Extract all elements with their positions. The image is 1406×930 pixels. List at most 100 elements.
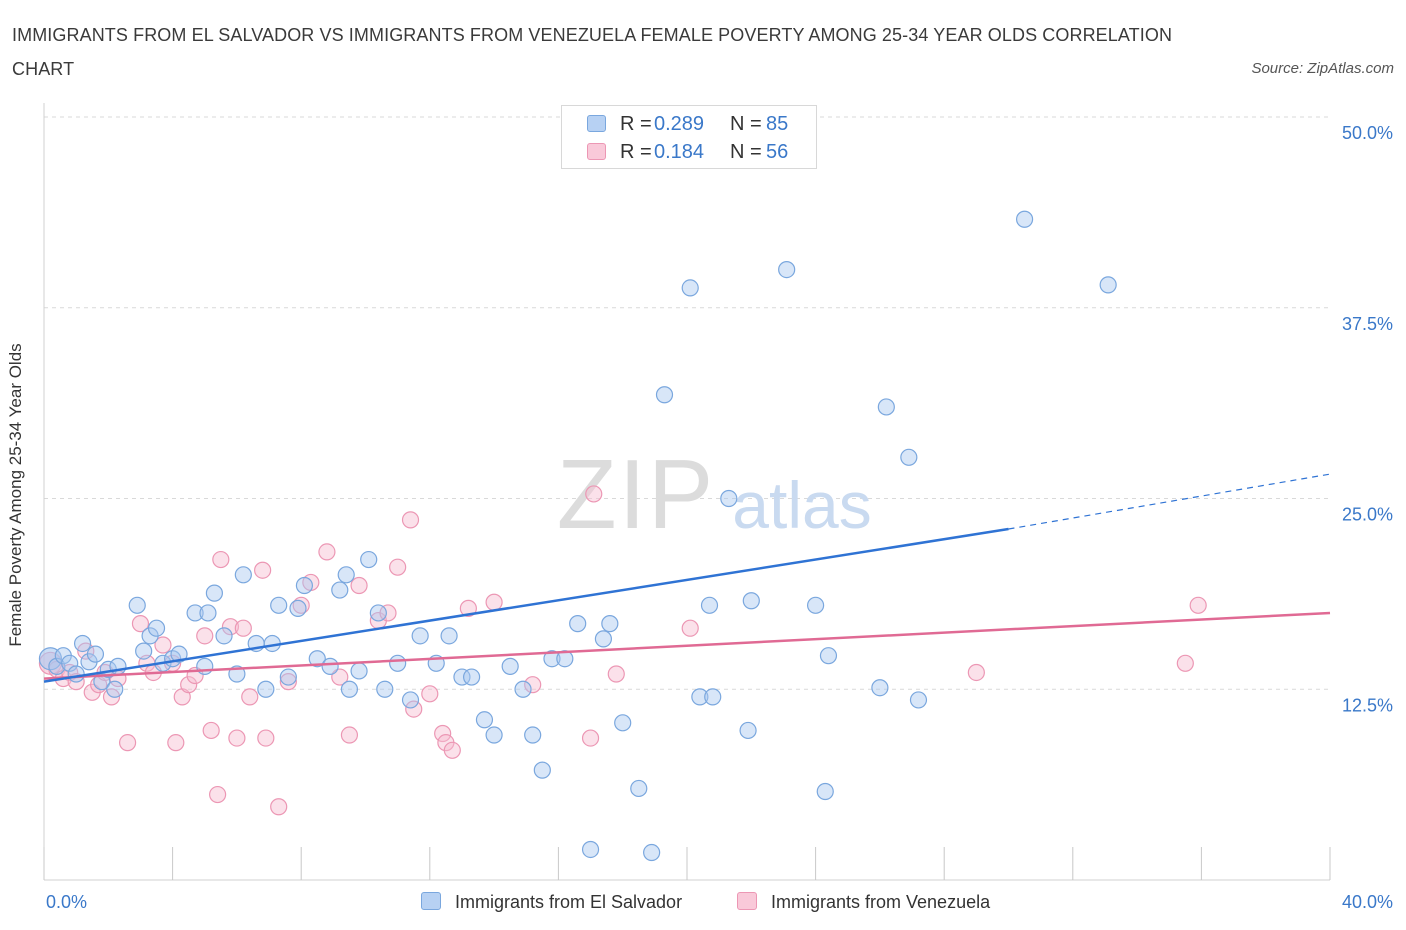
- data-point: [61, 654, 79, 672]
- data-point: [167, 734, 185, 752]
- data-point: [778, 261, 796, 279]
- data-point: [196, 627, 214, 645]
- data-point: [485, 726, 503, 744]
- stats-legend: R = 0.289 N = 85 R = 0.184 N = 56: [561, 105, 817, 169]
- data-point: [443, 741, 461, 759]
- y-tick-label: 12.5%: [1342, 695, 1393, 715]
- data-point: [411, 627, 429, 645]
- data-point: [279, 673, 297, 691]
- data-point: [434, 724, 452, 743]
- data-point: [739, 721, 757, 740]
- data-point: [73, 634, 92, 653]
- data-point: [331, 581, 349, 599]
- data-point: [289, 599, 307, 617]
- data-point: [234, 566, 252, 584]
- data-point: [720, 489, 738, 508]
- data-point: [681, 279, 699, 297]
- data-point: [308, 650, 326, 668]
- data-point: [147, 619, 166, 637]
- data-point: [806, 596, 825, 614]
- data-point: [321, 657, 339, 675]
- data-point: [154, 636, 172, 654]
- data-point: [742, 592, 760, 610]
- data-point: [209, 785, 227, 804]
- chart-title: IMMIGRANTS FROM EL SALVADOR VS IMMIGRANT…: [12, 25, 1173, 79]
- data-point: [967, 663, 985, 682]
- watermark: ZIP atlas: [557, 439, 872, 549]
- data-point: [295, 576, 314, 595]
- n-value: 56: [766, 141, 789, 163]
- data-point: [607, 665, 625, 683]
- data-point: [48, 657, 66, 675]
- series-venezuela-points: [38, 485, 1207, 816]
- data-point: [819, 647, 838, 665]
- data-point: [614, 714, 632, 732]
- venezuela-swatch: [587, 143, 606, 160]
- watermark-zip: ZIP: [557, 439, 715, 549]
- n-label: N =: [730, 113, 762, 135]
- stats-row-el-salvador: R = 0.289 N = 85: [562, 110, 816, 138]
- data-point: [340, 726, 359, 744]
- r-value: 0.184: [654, 141, 705, 163]
- data-point: [221, 618, 240, 636]
- watermark-atlas: atlas: [732, 468, 871, 542]
- data-point: [594, 630, 613, 648]
- data-point: [569, 615, 587, 633]
- tick-labels: 12.5% 25.0% 37.5% 50.0% 0.0% 40.0%: [46, 123, 1393, 912]
- legend-label: Immigrants from Venezuela: [771, 892, 991, 912]
- data-point: [1099, 276, 1117, 294]
- data-point: [270, 798, 288, 816]
- legend-label: Immigrants from El Salvador: [455, 892, 683, 912]
- data-point: [871, 679, 889, 697]
- data-point: [270, 596, 288, 614]
- data-point: [681, 619, 699, 637]
- data-point: [196, 657, 214, 675]
- data-point: [254, 561, 272, 579]
- data-point: [601, 615, 619, 633]
- data-point: [215, 627, 233, 645]
- el-salvador-swatch: [421, 892, 441, 910]
- data-point: [1015, 210, 1034, 228]
- data-point: [816, 782, 834, 801]
- data-point: [655, 386, 674, 404]
- data-point: [128, 596, 146, 614]
- data-point: [475, 711, 494, 729]
- grid-lines: [44, 116, 1330, 690]
- data-point: [704, 688, 722, 706]
- data-point: [340, 680, 359, 698]
- data-point: [462, 668, 481, 686]
- data-point: [86, 645, 105, 663]
- data-point: [170, 645, 188, 663]
- data-point: [453, 668, 471, 686]
- series-legend: Immigrants from El Salvador Immigrants f…: [0, 888, 1406, 918]
- data-point: [1189, 596, 1207, 614]
- data-point: [199, 604, 217, 622]
- data-point: [118, 734, 137, 752]
- data-point: [459, 599, 477, 617]
- data-point: [241, 688, 259, 706]
- y-tick-label: 50.0%: [1342, 123, 1393, 143]
- data-point: [331, 668, 349, 686]
- data-point: [228, 729, 246, 747]
- r-label: R =: [620, 113, 652, 135]
- data-point: [257, 729, 275, 747]
- n-label: N =: [730, 141, 762, 163]
- data-point: [180, 676, 198, 694]
- data-point: [405, 700, 423, 718]
- data-point: [514, 680, 532, 698]
- data-point: [279, 668, 297, 686]
- y-tick-label: 37.5%: [1342, 314, 1393, 334]
- data-point: [106, 680, 124, 698]
- data-point: [369, 604, 387, 622]
- data-point: [501, 657, 519, 675]
- data-point: [401, 691, 420, 709]
- data-point: [877, 398, 895, 416]
- data-point: [485, 593, 503, 611]
- data-point: [350, 576, 368, 595]
- data-point: [440, 627, 458, 645]
- data-point: [318, 543, 336, 561]
- r-value: 0.289: [654, 113, 705, 135]
- x-tick-label: 0.0%: [46, 892, 87, 912]
- series-el-salvador-points: [38, 210, 1117, 862]
- data-point: [900, 448, 918, 466]
